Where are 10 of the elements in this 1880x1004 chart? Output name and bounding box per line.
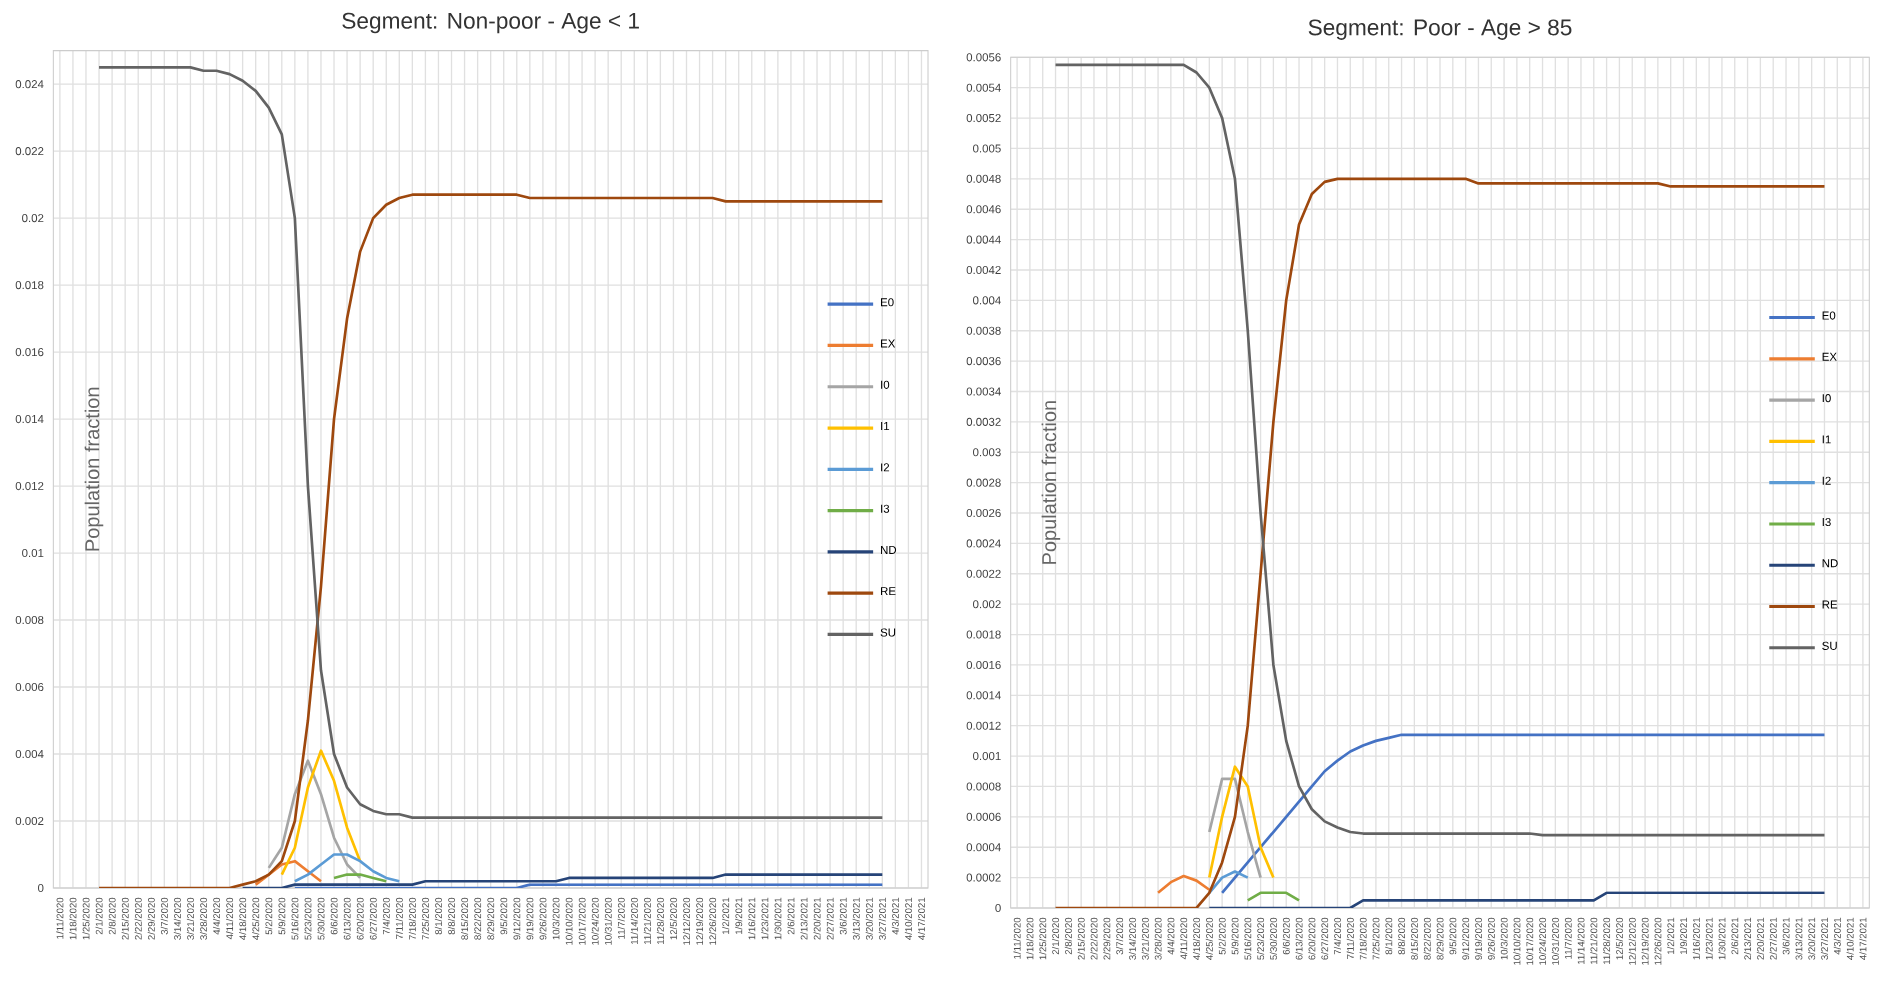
line-series [267, 759, 362, 880]
chart-title: Segment: Poor - Age > 85 [1308, 19, 1572, 40]
chart-title: Segment: Non-poor - Age < 1 [342, 12, 639, 34]
line-series [1207, 765, 1275, 879]
y-axis-title: Population fraction [1041, 401, 1061, 564]
line-series [280, 749, 362, 876]
y-axis-title: Population fraction [84, 387, 104, 551]
line-series [293, 853, 401, 883]
line-series [1156, 874, 1211, 895]
line-series [254, 859, 323, 886]
